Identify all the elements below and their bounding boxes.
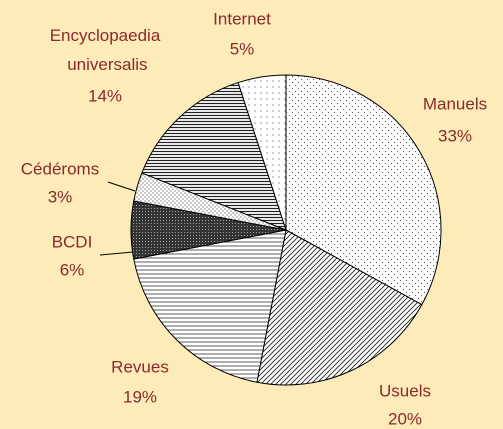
slice-label: Usuels [379,381,431,400]
leader-line [99,251,134,256]
slice-value-label: 20% [388,409,422,428]
pie-slice [237,74,287,231]
pie-slice [285,74,442,306]
slice-label: Encyclopaedia universalis [50,26,161,74]
slice-value-label: 5% [230,39,255,58]
slice-value-label: 33% [438,126,472,145]
slice-label: Manuels [423,94,487,113]
slice-label: Revues [111,357,169,376]
pie [130,74,442,386]
slice-value-label: 14% [88,86,122,105]
slice-value-label: 6% [60,260,85,279]
slice-label: Internet [213,9,271,28]
leader-line [107,181,136,192]
pie-slice [256,229,423,386]
slice-label: BCDI [52,232,93,251]
pie-slice [133,229,287,383]
slice-value-label: 19% [123,387,157,406]
slice-label: Cédéroms [21,159,99,178]
slice-value-label: 3% [48,187,73,206]
